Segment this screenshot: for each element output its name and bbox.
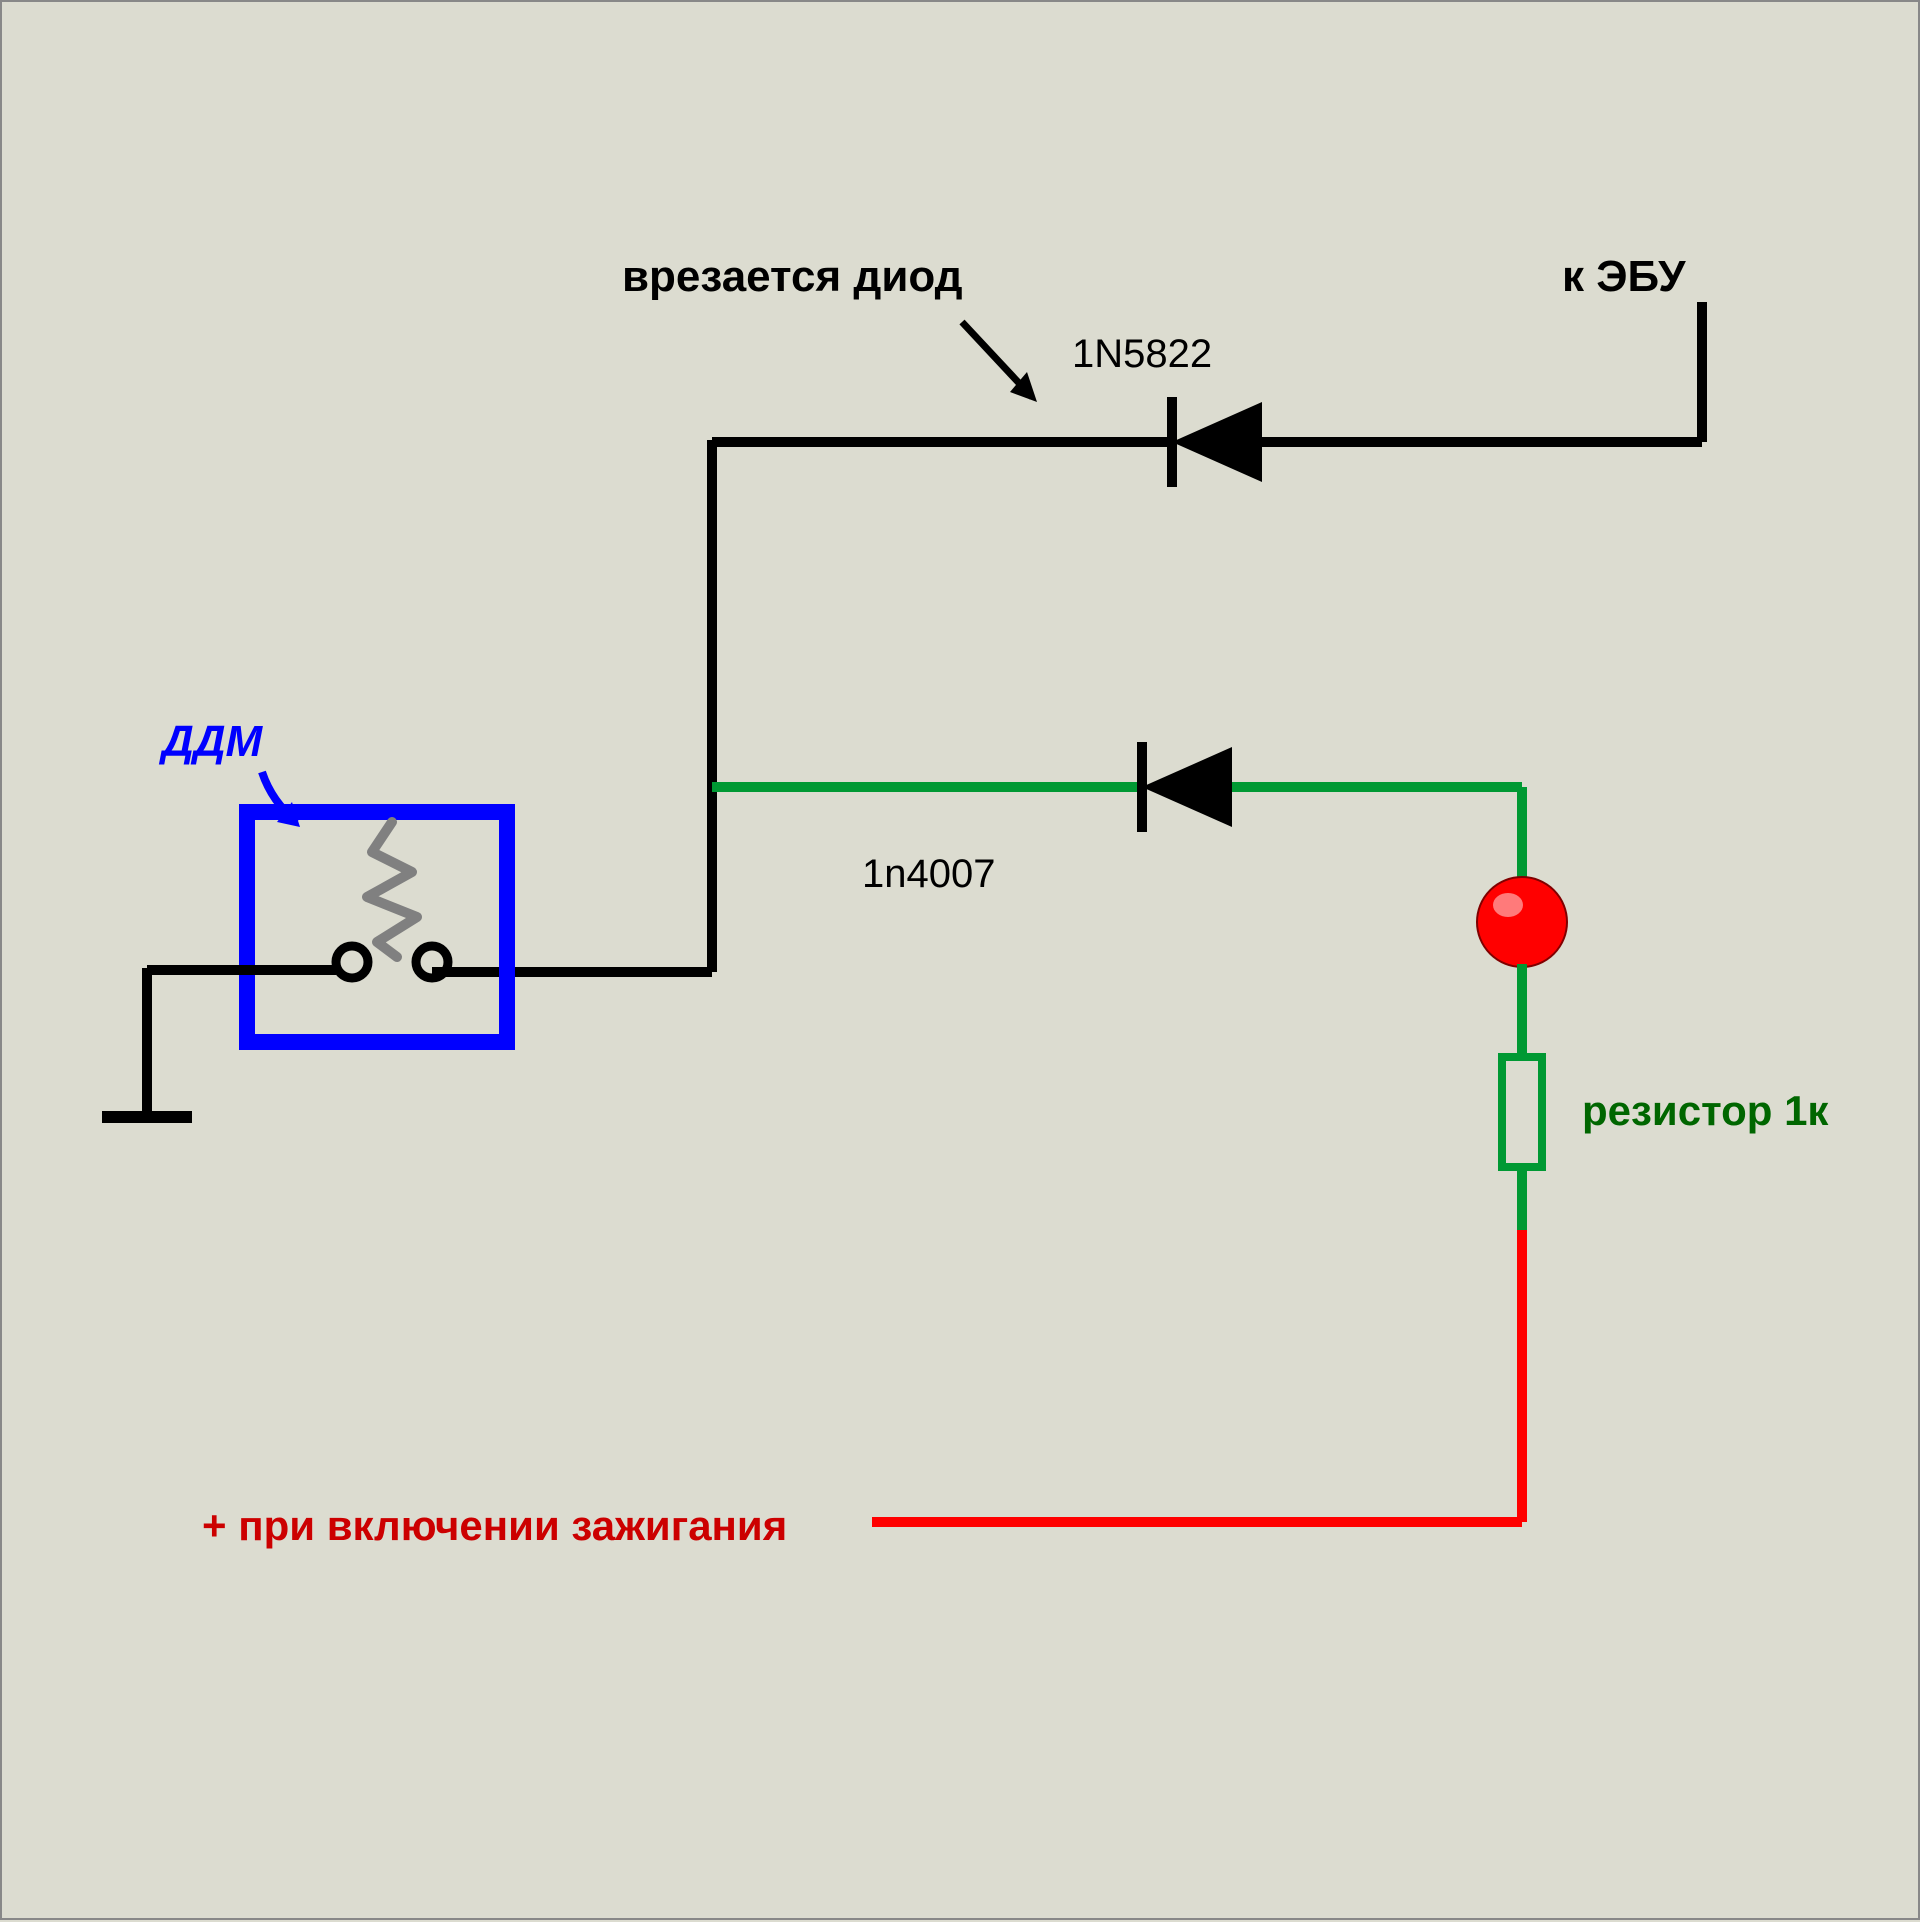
diode-1n4007 [1142, 742, 1232, 832]
arrow-diode-insert [962, 322, 1037, 402]
label-ignition: + при включении зажигания [202, 1502, 787, 1550]
red-wire-ignition [872, 1230, 1522, 1522]
ddm-contact-left [336, 946, 368, 978]
circuit-diagram: врезается диод к ЭБУ 1N5822 1n4007 резис… [0, 0, 1920, 1920]
label-to-ecu: к ЭБУ [1562, 252, 1685, 302]
label-diode-insert: врезается диод [622, 252, 963, 302]
green-wire [712, 742, 1567, 1232]
diode-1n5822 [1172, 397, 1262, 487]
label-resistor: резистор 1к [1582, 1087, 1828, 1135]
ddm-sensor [102, 812, 507, 1117]
label-ddm: ДДМ [162, 717, 262, 767]
led-indicator [1477, 877, 1567, 967]
ddm-spring-icon [367, 822, 417, 957]
resistor-1k [1502, 1057, 1542, 1167]
label-1n5822: 1N5822 [1072, 332, 1212, 377]
black-wire-top [432, 302, 1702, 972]
label-1n4007: 1n4007 [862, 852, 995, 897]
